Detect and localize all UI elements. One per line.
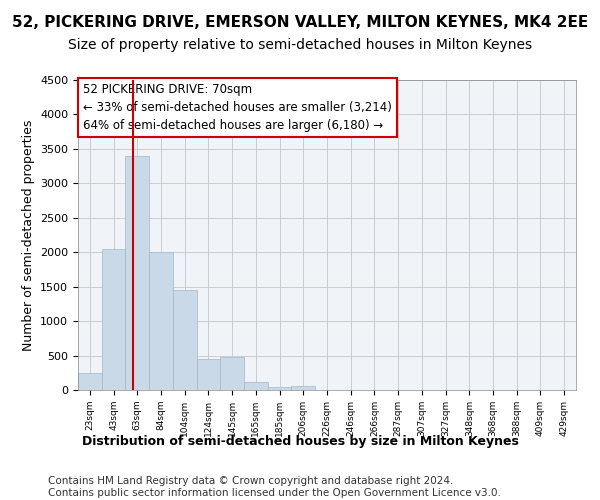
Bar [173, 290, 197, 390]
Bar [125, 156, 149, 390]
Bar [244, 382, 268, 390]
Bar [102, 249, 125, 390]
Text: Contains HM Land Registry data © Crown copyright and database right 2024.: Contains HM Land Registry data © Crown c… [48, 476, 454, 486]
Bar [268, 386, 292, 390]
Bar [292, 386, 315, 390]
Y-axis label: Number of semi-detached properties: Number of semi-detached properties [22, 120, 35, 350]
Bar [149, 252, 173, 390]
Text: 52, PICKERING DRIVE, EMERSON VALLEY, MILTON KEYNES, MK4 2EE: 52, PICKERING DRIVE, EMERSON VALLEY, MIL… [12, 15, 588, 30]
Text: Contains public sector information licensed under the Open Government Licence v3: Contains public sector information licen… [48, 488, 501, 498]
Text: Size of property relative to semi-detached houses in Milton Keynes: Size of property relative to semi-detach… [68, 38, 532, 52]
Bar [197, 359, 220, 390]
Bar [220, 358, 244, 390]
Text: Distribution of semi-detached houses by size in Milton Keynes: Distribution of semi-detached houses by … [82, 435, 518, 448]
Text: 52 PICKERING DRIVE: 70sqm
← 33% of semi-detached houses are smaller (3,214)
64% : 52 PICKERING DRIVE: 70sqm ← 33% of semi-… [83, 83, 392, 132]
Bar [78, 373, 102, 390]
